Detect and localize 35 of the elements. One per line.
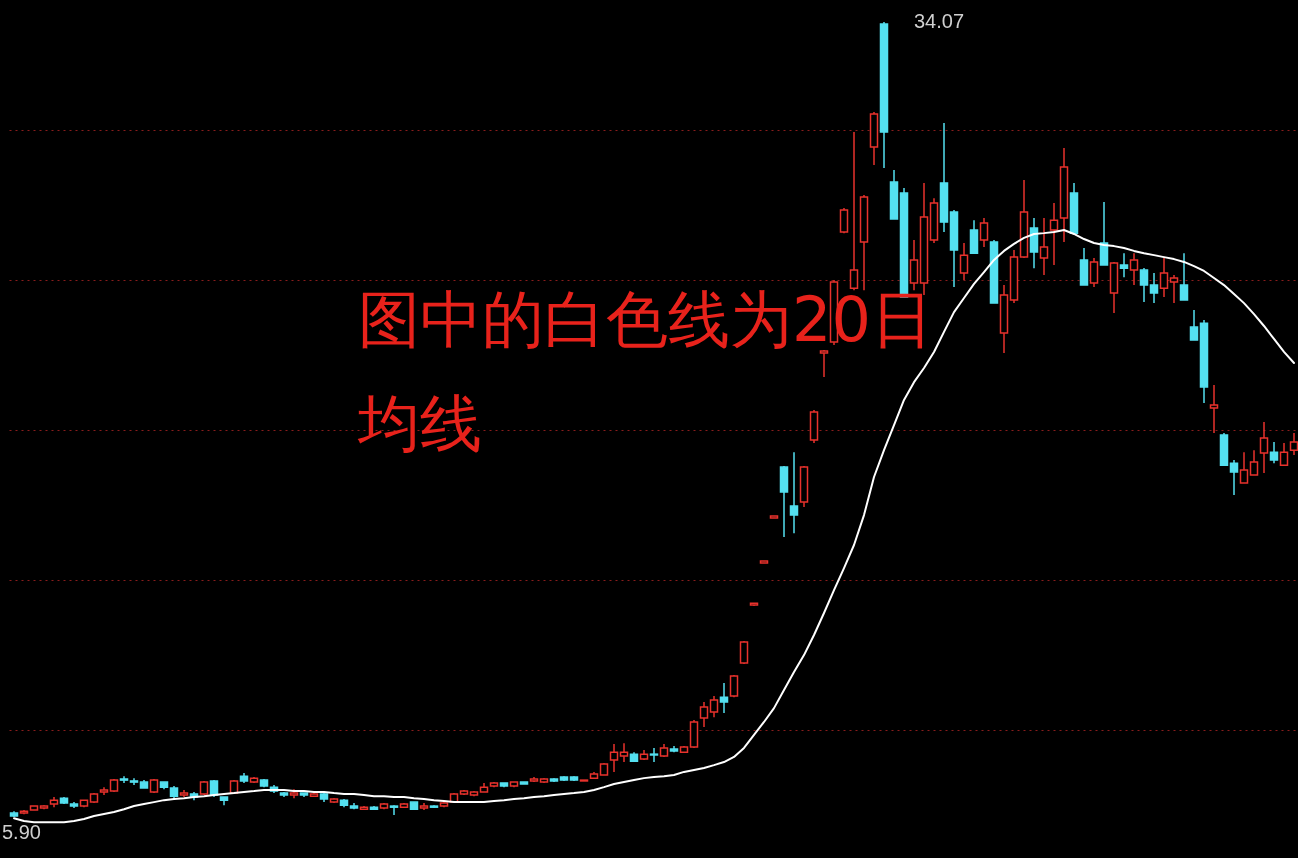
candlestick	[849, 131, 859, 291]
candlestick	[1229, 459, 1239, 496]
candlestick	[959, 242, 969, 281]
candlestick	[649, 747, 659, 763]
candlestick	[1169, 274, 1179, 304]
candlestick	[609, 743, 619, 773]
candlestick	[969, 219, 979, 254]
candlestick	[1259, 421, 1269, 474]
candlestick	[1209, 384, 1219, 434]
candlestick	[1039, 217, 1049, 276]
candlestick	[979, 217, 989, 248]
annotation: 34.07	[914, 10, 965, 33]
candlestick	[789, 451, 799, 534]
candlestick	[819, 349, 829, 378]
candlestick	[1149, 272, 1159, 304]
candlestick	[1159, 257, 1169, 298]
candlestick	[1129, 252, 1139, 286]
candlestick	[1279, 442, 1289, 466]
candlestick	[839, 207, 849, 234]
candlestick	[719, 682, 729, 714]
candlestick	[909, 239, 919, 291]
candlestick	[699, 701, 709, 728]
candlestick	[619, 742, 629, 763]
candlestick	[1269, 441, 1279, 464]
candlestick	[1179, 252, 1189, 301]
candlestick	[1249, 449, 1259, 476]
candlestick	[709, 695, 719, 718]
candlestick	[1119, 252, 1129, 278]
candlestick	[1239, 451, 1249, 484]
candlestick	[1049, 202, 1059, 266]
candlestick	[1139, 267, 1149, 303]
annotation: 5.90	[2, 821, 41, 844]
candlestick	[1089, 257, 1099, 288]
candlestick	[389, 804, 399, 816]
candlestick	[1189, 309, 1199, 341]
